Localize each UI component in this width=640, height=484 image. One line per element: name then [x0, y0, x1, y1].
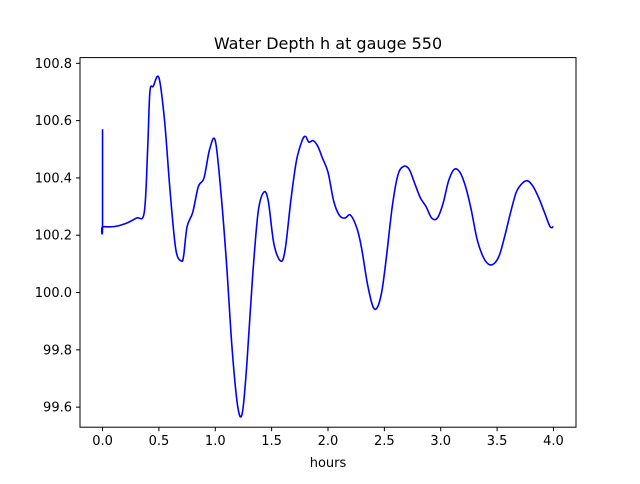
- x-tick-label: 2.5: [374, 434, 395, 449]
- x-axis: 0.0 0.5 1.0 1.5 2.0 2.5 3.0 3.5 4.0: [92, 427, 564, 449]
- x-tick-label: 3.0: [430, 434, 451, 449]
- x-axis-label: hours: [310, 456, 347, 471]
- chart-title: Water Depth h at gauge 550: [214, 34, 442, 53]
- y-tick-label: 99.8: [43, 343, 72, 358]
- y-tick-label: 100.6: [35, 114, 72, 129]
- y-tick-label: 99.6: [43, 401, 72, 416]
- series-line: [100, 75, 554, 418]
- series-layer: [100, 75, 554, 418]
- x-tick-label: 0.5: [149, 434, 170, 449]
- x-tick-label: 4.0: [543, 434, 564, 449]
- y-tick-label: 100.2: [35, 229, 72, 244]
- x-tick-label: 1.0: [205, 434, 226, 449]
- x-tick-label: 2.0: [318, 434, 339, 449]
- plot-frame: [79, 57, 577, 428]
- y-tick-label: 100.8: [35, 57, 72, 72]
- x-tick-label: 0.0: [92, 434, 113, 449]
- x-tick-label: 1.5: [261, 434, 282, 449]
- y-tick-label: 100.0: [35, 286, 72, 301]
- x-tick-label: 3.5: [487, 434, 508, 449]
- y-tick-label: 100.4: [35, 171, 72, 186]
- y-axis: 99.6 99.8 100.0 100.2 100.4 100.6 100.8: [35, 57, 80, 416]
